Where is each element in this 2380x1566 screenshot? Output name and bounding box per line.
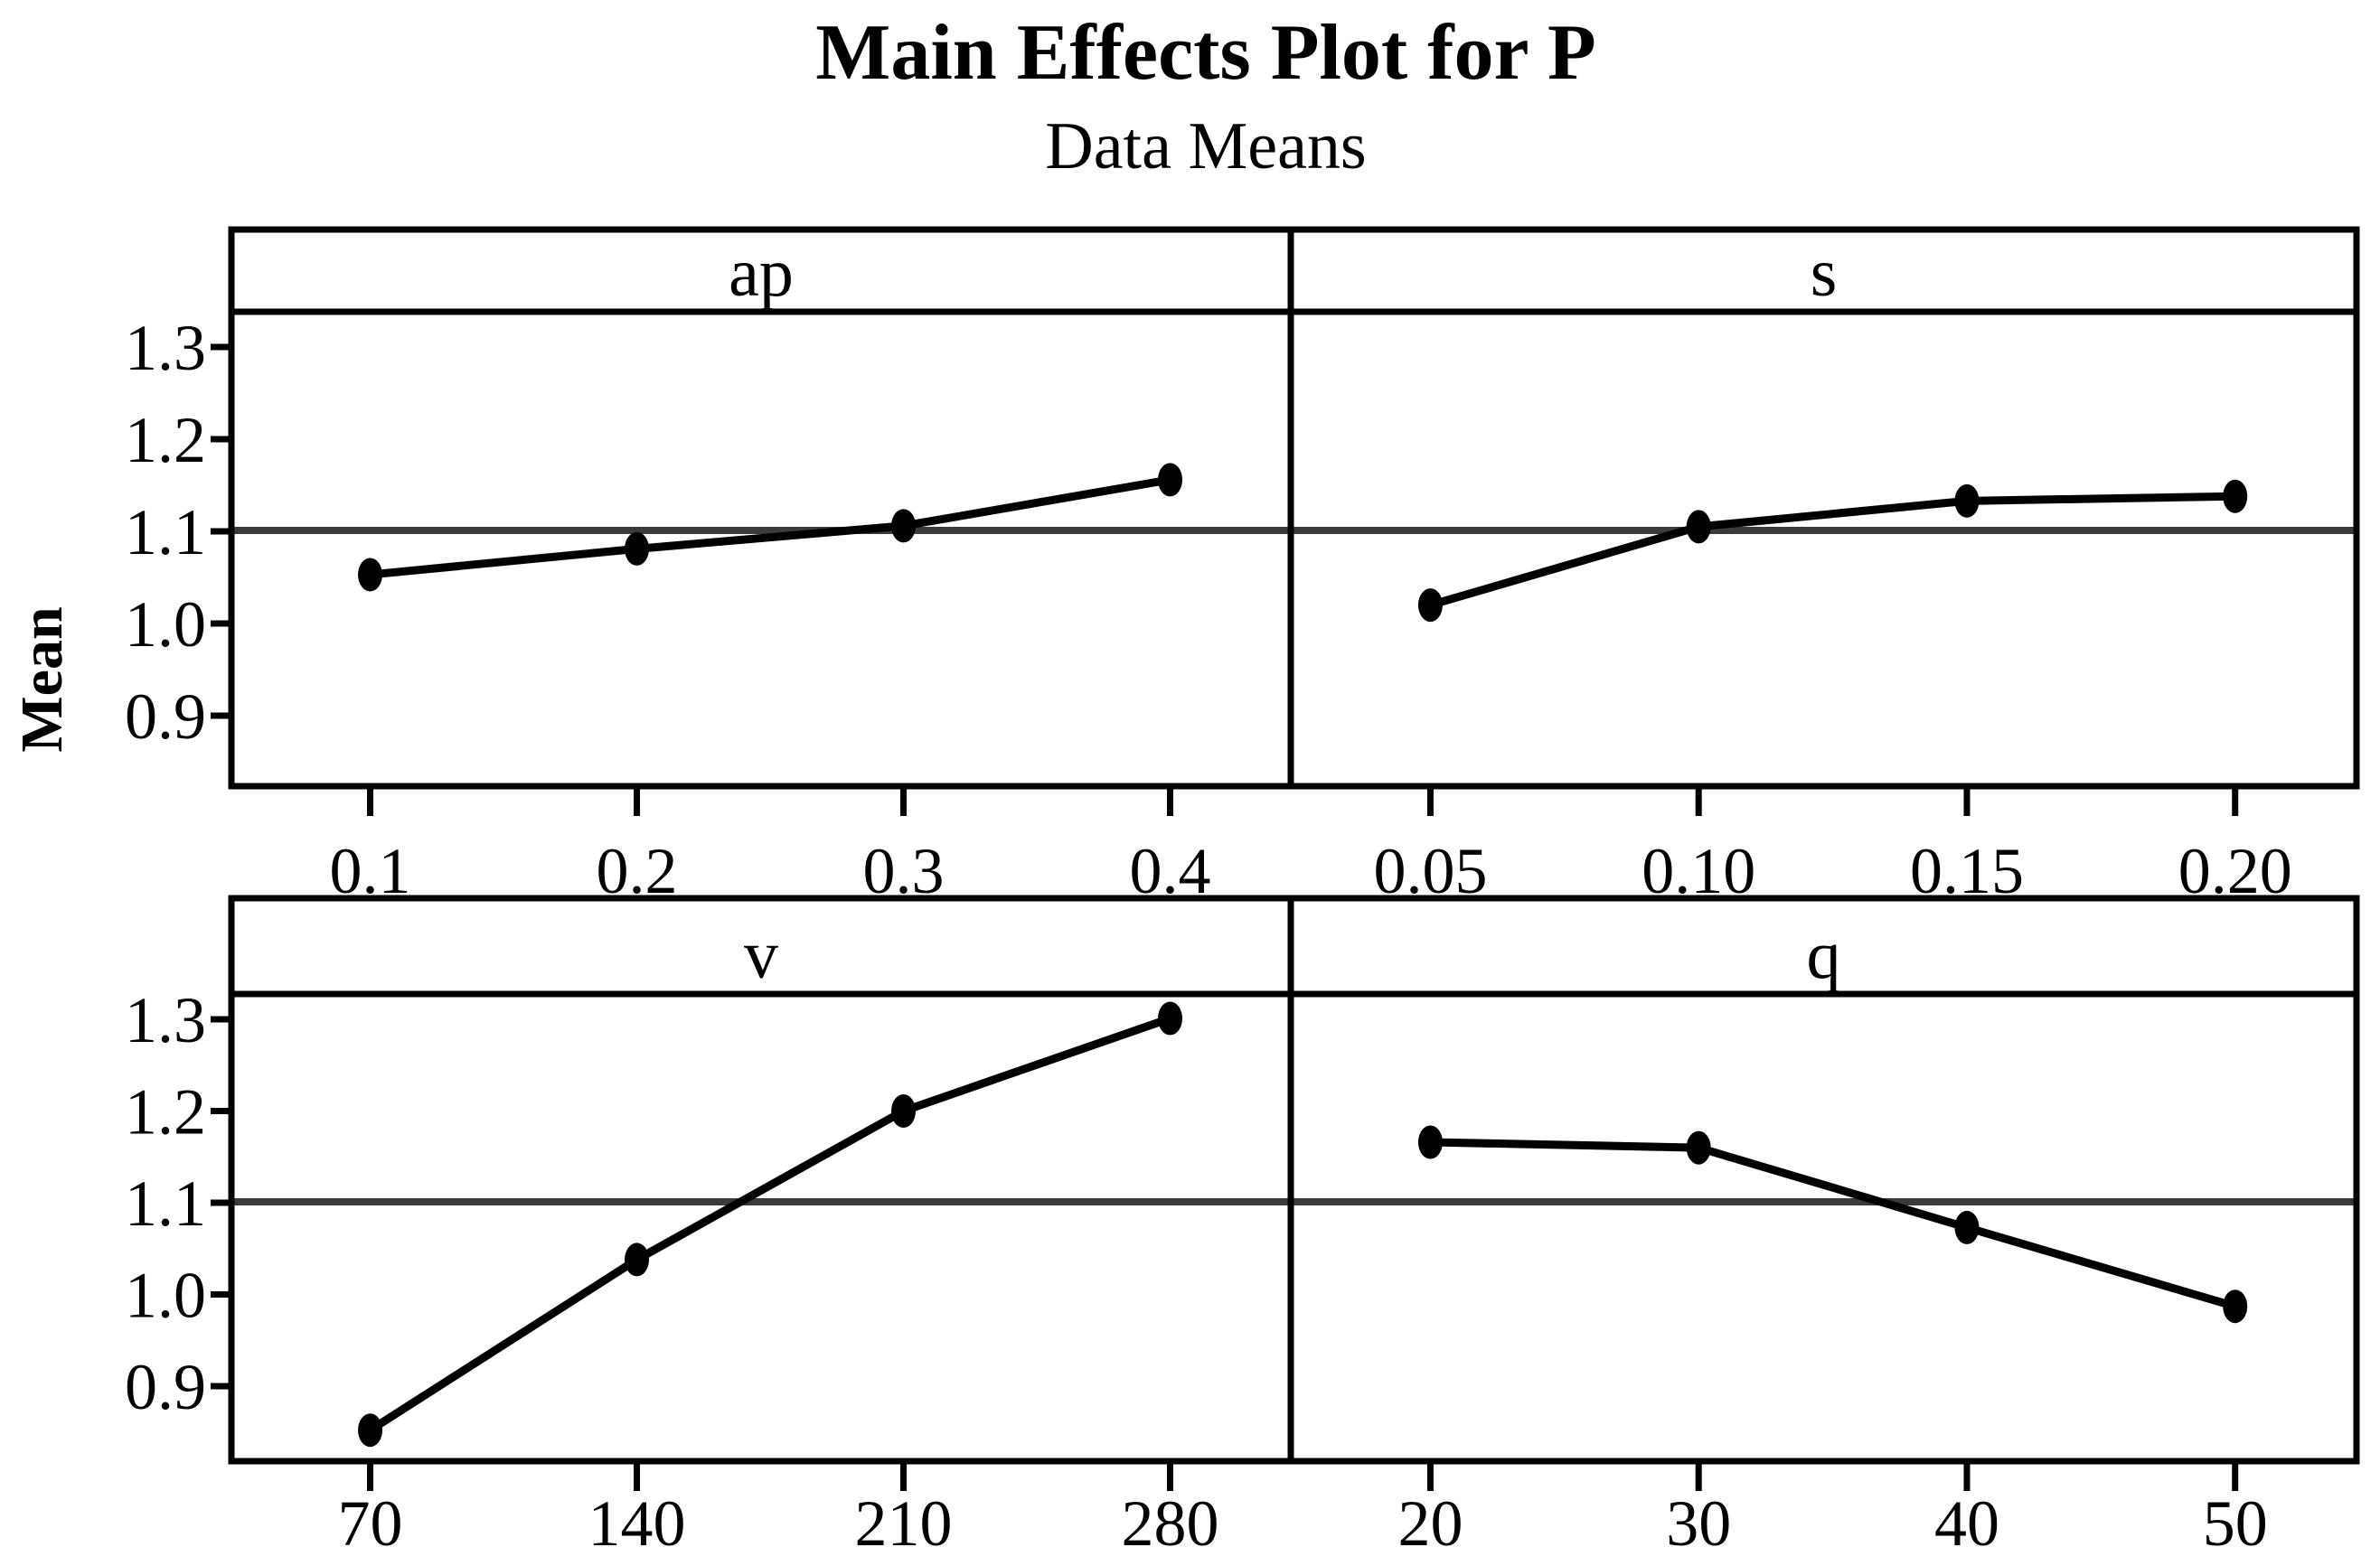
y-tick-label: 1.0 (125, 1260, 206, 1332)
panel-factor-label-ap: ap (729, 235, 794, 311)
data-point-ap-0.3 (891, 509, 917, 543)
y-tick-label: 1.2 (125, 404, 206, 476)
x-tick-label: 50 (2203, 1487, 2268, 1560)
panel-factor-label-v: v (744, 917, 778, 993)
series-line-s (1425, 492, 2240, 610)
panel-border (1287, 226, 2360, 790)
y-tick-label: 1.3 (125, 984, 206, 1056)
data-point-s-0.10 (1686, 510, 1711, 544)
chart-subtitle: Data Means (1045, 109, 1366, 183)
data-point-ap-0.2 (625, 531, 650, 566)
data-point-s-0.05 (1417, 588, 1443, 623)
data-point-v-210 (891, 1094, 917, 1128)
data-point-ap-0.4 (1158, 463, 1183, 497)
data-point-s-0.20 (2223, 479, 2248, 513)
y-tick-label: 0.9 (125, 680, 206, 753)
series-line-v (366, 1014, 1175, 1435)
y-tick-label: 1.1 (125, 496, 206, 568)
y-tick-label: 1.2 (125, 1076, 206, 1149)
data-point-q-30 (1686, 1130, 1711, 1165)
y-tick-label: 1.1 (125, 1167, 206, 1240)
panel-factor-label-q: q (1807, 917, 1841, 993)
x-tick-label: 210 (855, 1487, 953, 1560)
panels-group: ap0.1 0.2 0.3 0.41.31.21.11.00.9s0.05 0.10 0.… (125, 226, 2360, 1560)
y-tick-label: 1.3 (125, 312, 206, 384)
y-tick-label: 1.0 (125, 588, 206, 661)
x-tick-label: 30 (1666, 1487, 1731, 1560)
x-tick-label: 140 (588, 1487, 686, 1560)
x-tick-label: 70 (338, 1487, 403, 1560)
panel-factor-label-s: s (1811, 235, 1838, 311)
panel-q: q 20 30 40 50 (1287, 895, 2360, 1560)
x-tick-label: 20 (1397, 1487, 1463, 1560)
data-point-q-40 (1954, 1210, 1980, 1244)
panel-s: s0.05 0.10 0.15 0.20 (1287, 226, 2360, 907)
series-line-q (1425, 1138, 2240, 1311)
y-axis-label: Mean (9, 606, 75, 752)
chart-title: Main Effects Plot for P (815, 9, 1595, 97)
data-point-s-0.15 (1954, 483, 1980, 518)
data-point-ap-0.1 (358, 558, 383, 592)
panel-border (1287, 895, 2360, 1465)
data-point-v-70 (358, 1413, 383, 1448)
data-point-q-20 (1417, 1125, 1443, 1159)
data-point-v-280 (1158, 1001, 1183, 1036)
x-tick-label: 40 (1934, 1487, 1999, 1560)
x-tick-label: 280 (1122, 1487, 1219, 1560)
panel-ap: ap0.1 0.2 0.3 0.41.31.21.11.00.9 (125, 226, 1294, 907)
y-tick-label: 0.9 (125, 1351, 206, 1423)
data-point-v-140 (625, 1242, 650, 1277)
data-point-q-50 (2223, 1289, 2248, 1324)
series-line-ap (366, 475, 1175, 579)
panel-v: v 70 140 210 280 1.3 1.2 1.1 1.0 0.9 (125, 895, 1294, 1560)
